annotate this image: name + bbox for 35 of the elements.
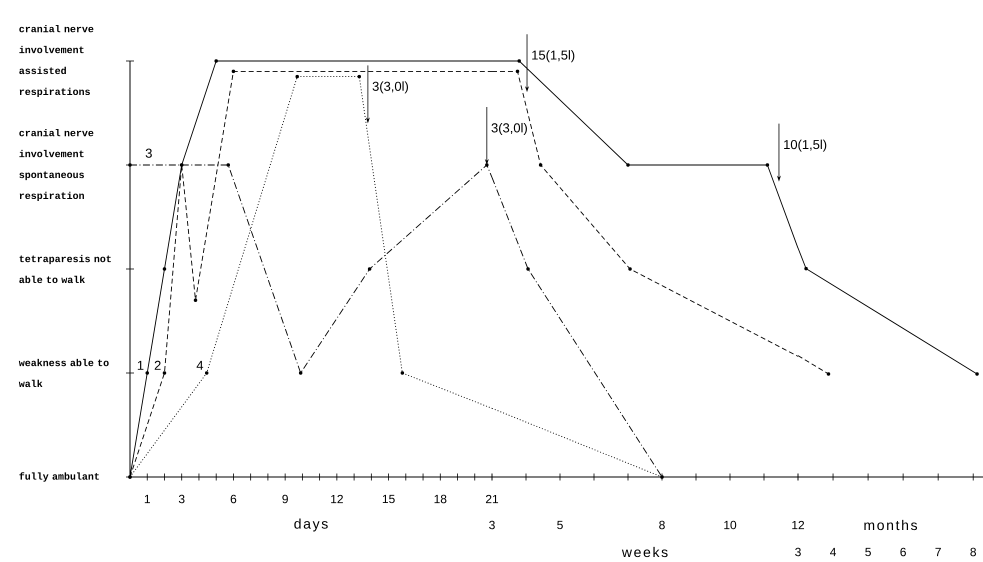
x-tick-label: 8 [970, 548, 976, 556]
text: fully ambulant [19, 472, 99, 482]
x-tick-label: 1 [144, 494, 150, 504]
x-tick-label: 3 [795, 548, 801, 556]
x-tick-label: 7 [935, 548, 941, 556]
x-axis-title: days [294, 518, 328, 532]
x-tick-label: 12 [331, 494, 343, 504]
x-tick-label: 3 [178, 494, 185, 504]
x-tick-label: 4 [830, 548, 836, 556]
x-tick-label: 9 [282, 494, 288, 504]
x-tick-label: 15 [382, 494, 395, 504]
x-tick-label: 12 [792, 520, 804, 530]
text: tetraparesis not able to walk [19, 254, 111, 284]
x-axis-title: weeks [622, 546, 668, 558]
series-label: 2 [154, 360, 161, 370]
x-tick-label: 10 [724, 520, 736, 530]
x-tick-label: 18 [434, 494, 446, 504]
annotation: 3(3,0l) [372, 81, 408, 94]
x-tick-label: 5 [865, 548, 871, 556]
series-label: 4 [196, 360, 204, 370]
x-axis-title: months [864, 520, 918, 530]
text: cranial nerve involvement spontaneous respiration [19, 128, 94, 202]
annotation: 15(1,5l) [532, 50, 574, 62]
annotation: 3(3,0l) [492, 122, 527, 136]
series-label: 3 [146, 148, 152, 158]
x-tick-label: 21 [486, 494, 498, 504]
x-tick-label: 6 [230, 494, 236, 504]
annotation: 10(1,5l) [784, 140, 826, 152]
x-tick-label: 5 [557, 520, 563, 530]
text: weakness able to walk [18, 358, 109, 388]
legend-label: 1 [138, 360, 144, 370]
x-tick-label: 3 [489, 520, 495, 530]
x-tick-label: 6 [900, 548, 906, 556]
text: cranial nerve involvement assisted respirations [19, 24, 94, 98]
x-tick-label: 8 [659, 520, 665, 530]
